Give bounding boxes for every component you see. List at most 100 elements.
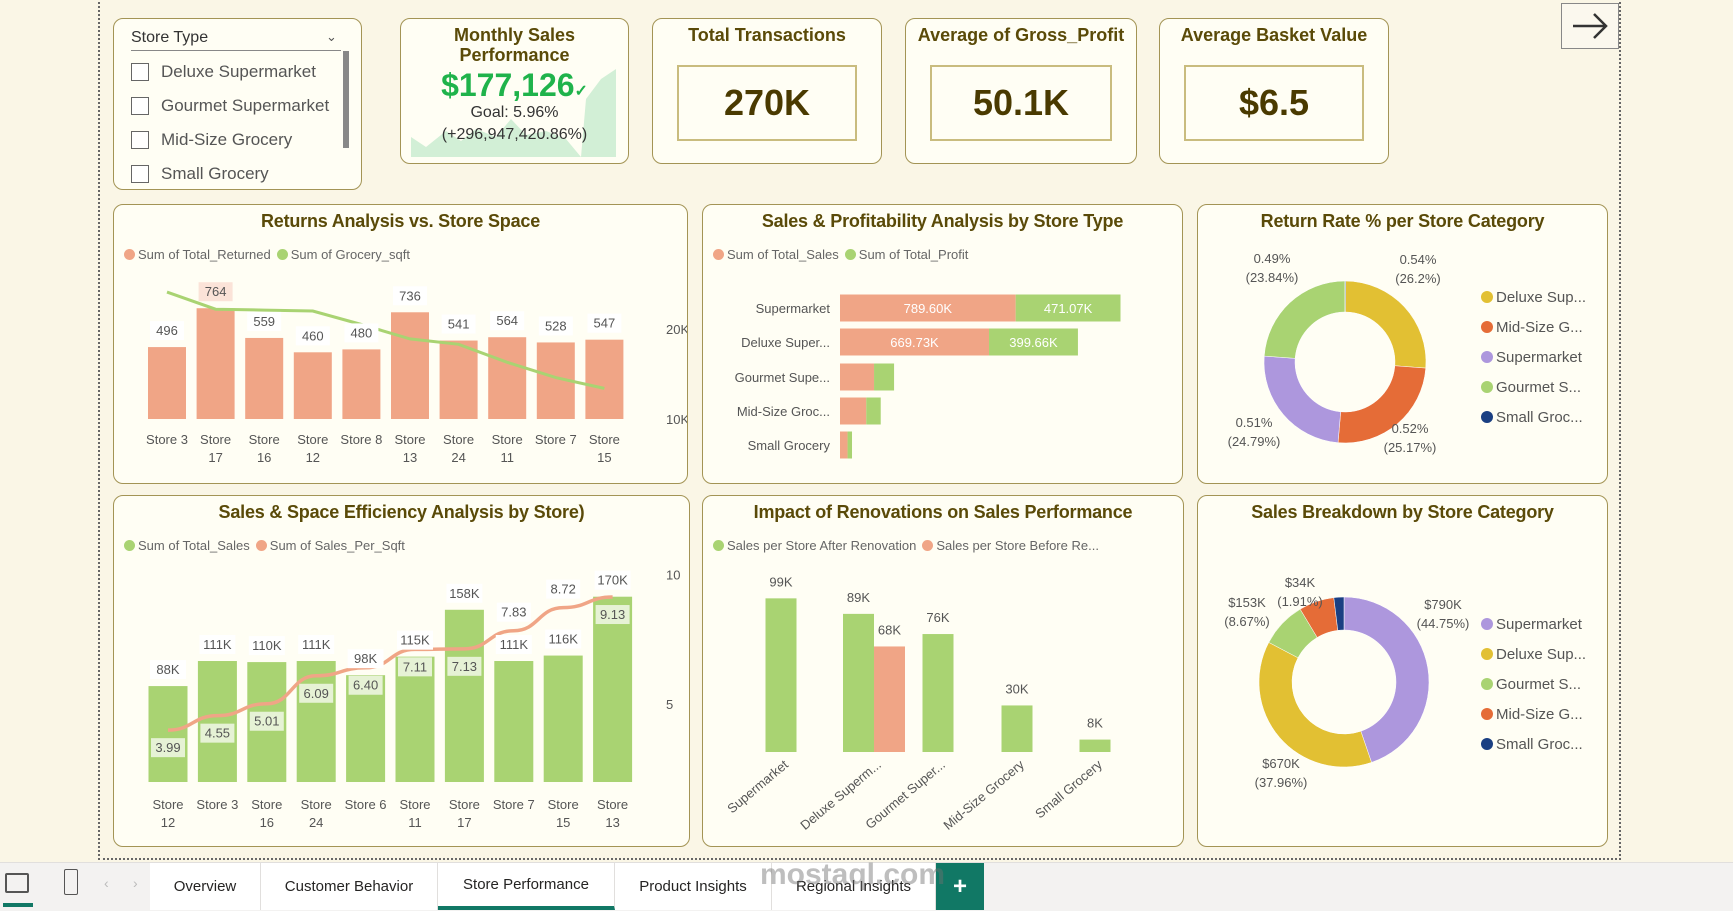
bar-total-returned[interactable] [148,347,186,419]
donut-slice[interactable] [1263,355,1341,443]
legend-item[interactable]: Sum of Grocery_sqft [276,247,410,262]
mobile-view-icon[interactable] [64,869,78,895]
chevron-right-icon[interactable]: › [133,875,138,891]
bar-total-profit[interactable] [1015,294,1121,322]
checkbox[interactable] [131,131,149,149]
legend-marker [1481,321,1493,333]
bar-total-sales[interactable] [543,655,583,782]
donut-slice[interactable] [1333,596,1345,631]
donut-slice[interactable] [1258,642,1372,768]
tab-product-insights[interactable]: Product Insights [615,863,772,910]
bar-total-returned[interactable] [488,337,527,419]
bar-total-returned[interactable] [245,337,284,419]
bar-total-sales[interactable] [296,661,336,782]
bar-total-sales[interactable] [840,363,875,391]
legend-item[interactable]: Sum of Total_Sales [124,538,250,553]
bar-total-profit[interactable] [847,431,853,459]
next-page-button[interactable] [1561,3,1619,49]
tab-regional-insights[interactable]: Regional Insights [772,863,936,910]
tab-overview[interactable]: Overview [150,863,261,910]
page-tabs: ‹ › Overview Customer Behavior Store Per… [0,862,1733,911]
data-label: 541 [448,317,470,332]
bar-after-renovation[interactable] [1001,705,1033,752]
slicer-item[interactable]: Deluxe Supermarket [131,55,331,89]
bar-total-returned[interactable] [196,308,235,419]
bar-after-renovation[interactable] [1079,739,1111,752]
bar-total-sales[interactable] [840,431,848,459]
bar-total-returned[interactable] [439,340,478,419]
tab-store-performance[interactable]: Store Performance [438,863,615,910]
bar-total-profit[interactable] [874,363,895,391]
store-type-slicer[interactable]: Store Type ⌄ Deluxe Supermarket Gourmet … [113,18,362,190]
label-background [495,635,532,655]
checkbox[interactable] [131,63,149,81]
space-efficiency-chart: Sales & Space Efficiency Analysis by Sto… [113,495,690,847]
bar-total-sales[interactable] [840,328,990,356]
data-label: 547 [594,316,616,331]
desktop-view-icon[interactable] [5,873,29,893]
chevron-down-icon[interactable]: ⌄ [326,29,337,44]
label-background [299,683,334,703]
active-view-indicator [3,903,33,907]
bar-total-sales[interactable] [494,661,534,782]
legend-item[interactable]: Sum of Total_Sales [713,247,839,262]
checkbox[interactable] [131,165,149,183]
bar-total-sales[interactable] [148,686,188,782]
bar-total-returned[interactable] [293,352,332,419]
legend-item[interactable]: Sales per Store After Renovation [713,538,916,553]
checkbox[interactable] [131,97,149,115]
kpi-title: Total Transactions [688,25,846,45]
bar-total-sales[interactable] [444,609,484,782]
legend-item[interactable]: Sales per Store Before Re... [922,538,1099,553]
bar-total-sales[interactable] [840,397,867,425]
axis-category-label: Store 15 [588,432,620,465]
bar-total-profit[interactable] [989,328,1078,356]
axis-category-label: Small Grocery [1032,756,1105,821]
axis-category-label: Store 13 [394,432,426,465]
data-label: 8.72 [551,582,576,597]
bar-total-returned[interactable] [342,349,381,419]
bar-total-sales[interactable] [395,656,435,782]
bar-total-returned[interactable] [585,339,624,419]
data-label: 4.55 [205,726,230,741]
bar-total-profit[interactable] [866,397,881,425]
donut-slice[interactable] [1344,280,1347,313]
donut-slice[interactable] [1263,280,1346,359]
slicer-item[interactable]: Small Grocery [131,157,331,189]
data-label: 111K [500,637,529,652]
donut-plot: $790K (44.75%) $670K (37.96%) $153K (8.67%) $3… [1224,575,1586,790]
donut-slice[interactable] [1344,280,1427,369]
axis-category-label: Store 13 [597,797,629,830]
kpi-change: (+296,947,420.86%) [441,126,588,143]
legend-item[interactable]: Sum of Total_Profit [844,247,968,262]
bar-total-sales[interactable] [593,596,633,782]
data-label: 3.99 [155,740,180,755]
scrollbar[interactable] [343,51,349,148]
bar-before-renovation[interactable] [874,646,905,752]
data-label: 399.66K [1009,335,1058,350]
legend-item[interactable]: Sum of Sales_Per_Sqft [255,538,405,553]
chevron-left-icon[interactable]: ‹ [104,875,109,891]
add-page-button[interactable]: + [936,863,984,910]
slicer-item[interactable]: Gourmet Supermarket [131,89,331,123]
line-sales-per-sqft[interactable] [167,595,613,732]
label-background [441,314,476,334]
donut-slice[interactable] [1343,596,1430,763]
bar-total-sales[interactable] [197,661,237,782]
legend-item[interactable]: Sum of Total_Returned [124,247,271,262]
bar-total-returned[interactable] [391,312,429,419]
legend-marker [276,249,288,260]
axis-category-label: Store 24 [300,797,332,830]
chart-title: Sales & Space Efficiency Analysis by Sto… [218,502,585,522]
bar-after-renovation[interactable] [922,634,954,752]
line-grocery-sqft[interactable] [166,290,605,390]
report-canvas [98,2,1621,860]
bar-after-renovation[interactable] [765,598,797,752]
bar-after-renovation[interactable] [843,613,874,752]
data-label: 30K [1005,681,1028,696]
bar-total-sales[interactable] [840,294,1016,322]
data-label: 0.49% [1254,251,1291,266]
legend-label: Supermarket [1496,349,1583,366]
slicer-item[interactable]: Mid-Size Grocery [131,123,331,157]
tab-customer-behavior[interactable]: Customer Behavior [261,863,438,910]
